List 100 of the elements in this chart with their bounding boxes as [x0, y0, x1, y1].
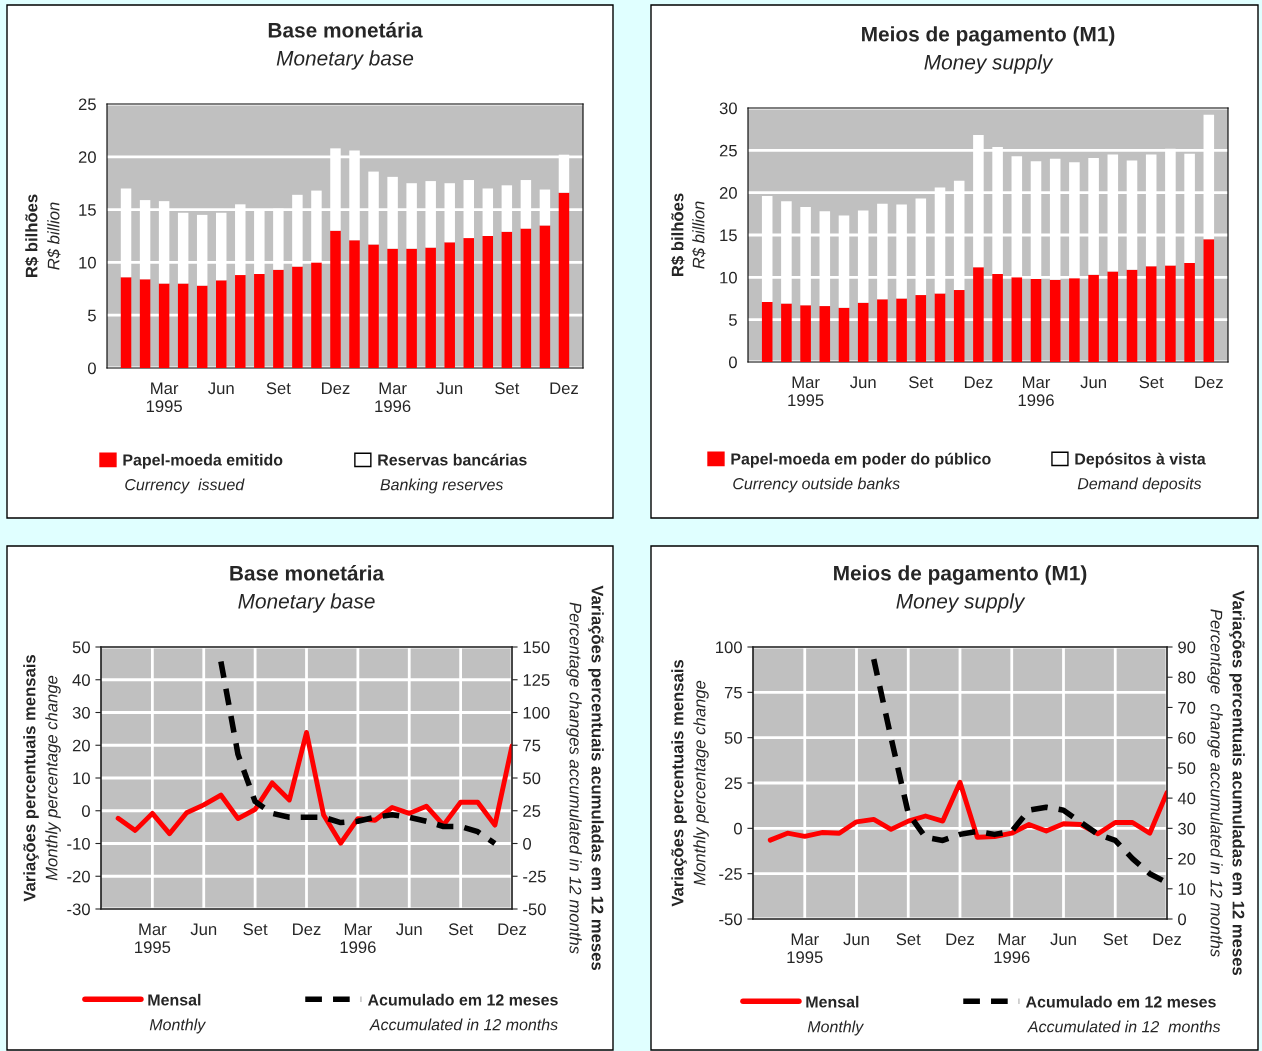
y2-tick-label: 50	[523, 772, 541, 785]
y-tick-label: 20	[78, 151, 96, 163]
y2-tick-label: 0	[523, 837, 532, 850]
x-tick-label: Jun	[843, 933, 869, 946]
chart-subtitle: Monetary base	[276, 50, 414, 70]
chart-title: Meios de pagamento (M1)	[834, 565, 1087, 585]
text: Currency outside banks	[733, 477, 900, 493]
y-tick-label: 75	[724, 686, 742, 699]
x-tick-label: Dez	[1195, 376, 1223, 389]
text: Demand deposits	[1077, 477, 1202, 493]
y-tick-label: 10	[720, 271, 737, 284]
y-tick-label: -10	[67, 837, 90, 850]
y-tick-label: 20	[719, 187, 737, 199]
y-axis-title: R$ bilhões R$ billion	[24, 194, 61, 278]
y-axis-title: R$ bilhões R$ billion	[670, 193, 706, 277]
y2-tick-label: -25	[523, 870, 546, 883]
x-tick-label: Mar 1996	[375, 382, 411, 413]
x-tick-label: Jun	[396, 923, 422, 936]
x-tick-label: Set	[448, 923, 474, 936]
y-axis-title: Variações percentuais mensais Monthly percentage change	[671, 659, 709, 907]
text: Accumulated in 12 months	[1027, 1020, 1221, 1033]
x-tick-label: Dez	[964, 376, 993, 389]
y2-tick-label: 90	[1178, 641, 1196, 654]
x-tick-label: Mar 1995	[788, 376, 824, 407]
y-tick-label: 15	[720, 229, 737, 242]
x-tick-label: Set	[266, 382, 291, 395]
y2-tick-label: 10	[1178, 883, 1196, 895]
chart-subtitle: Money supply	[896, 593, 1026, 613]
y2-tick-label: 25	[523, 805, 541, 817]
y2-tick-label: 100	[523, 706, 550, 719]
x-tick-label: Set	[909, 376, 934, 389]
x-tick-label: Mar 1996	[340, 923, 376, 954]
text: Banking reserves	[380, 478, 504, 494]
text: Monthly	[807, 1020, 865, 1036]
y-tick-label: 25	[724, 777, 742, 790]
legend-label: Mensal	[806, 995, 859, 1008]
legend-label: Mensal	[148, 993, 201, 1006]
x-tick-label: Set	[495, 382, 520, 395]
chart-subtitle: Monetary base	[238, 593, 375, 613]
y2-tick-label: 75	[523, 739, 541, 752]
legend-label: Reservas bancárias	[378, 453, 527, 466]
y2-tick-label: 0	[1178, 913, 1187, 926]
text: Accumulated in 12 months	[369, 1018, 558, 1031]
x-tick-label: Mar 1995	[787, 933, 823, 964]
y2-tick-label: 150	[523, 641, 550, 654]
legend-label: Papel-moeda emitido	[123, 453, 283, 469]
y-tick-label: 50	[724, 732, 742, 744]
y-tick-label: 0	[87, 362, 96, 375]
x-tick-label: Mar 1995	[135, 923, 171, 954]
y2-tick-label: 50	[1178, 762, 1196, 775]
x-tick-label: Set	[1103, 933, 1128, 946]
x-tick-label: Jun	[436, 382, 463, 395]
x-tick-label: Dez	[1153, 933, 1181, 946]
text: Monthly	[149, 1018, 207, 1034]
y-tick-label: 30	[72, 706, 90, 719]
x-tick-label: Set	[1139, 376, 1164, 389]
y-tick-label: 100	[716, 641, 742, 654]
chart-subtitle: Money supply	[924, 54, 1054, 74]
x-tick-label: Mar 1996	[994, 933, 1030, 964]
y-tick-label: 25	[78, 98, 96, 111]
legend-label: Depósitos à vista	[1075, 452, 1206, 468]
y-tick-label: 0	[81, 805, 90, 817]
legend-label: Papel-moeda em poder do público	[731, 452, 991, 468]
y-tick-label: 0	[733, 822, 742, 835]
legend-label: Acumulado em 12 meses	[1025, 995, 1216, 1008]
x-tick-label: Jun	[1050, 933, 1076, 946]
y-tick-label: 5	[728, 314, 737, 326]
x-tick-label: Jun	[850, 376, 876, 389]
y-tick-label: 25	[719, 144, 737, 157]
y2-axis-title: Variações percentuais acumuladas em 12 meses Percentage changes accumulated in 12 months	[566, 585, 604, 971]
y-tick-label: 10	[73, 772, 90, 785]
y-tick-label: 20	[72, 739, 90, 752]
y-tick-label: 50	[72, 641, 90, 654]
y-tick-label: 5	[87, 309, 96, 322]
y-tick-label: 30	[719, 102, 737, 115]
x-tick-label: Mar 1996	[1018, 376, 1054, 407]
y2-tick-label: 70	[1178, 701, 1196, 714]
text: Currency issued	[125, 478, 245, 494]
x-tick-label: Jun	[1080, 376, 1106, 389]
y-axis-title: Variações percentuais mensais Monthly percentage change	[23, 654, 61, 902]
legend-label: Acumulado em 12 meses	[367, 993, 558, 1006]
y2-tick-label: 20	[1178, 852, 1196, 865]
y2-tick-label: 30	[1178, 822, 1196, 835]
chart-title: Base monetária	[268, 22, 423, 38]
y2-tick-label: 40	[1177, 792, 1196, 805]
x-tick-label: Jun	[208, 382, 234, 395]
y-tick-label: 0	[728, 356, 737, 369]
y-tick-label: 10	[79, 256, 96, 269]
x-tick-label: Jun	[190, 923, 217, 936]
y-tick-label: -50	[719, 913, 742, 926]
y-tick-label: -30	[67, 903, 90, 916]
x-tick-label: Dez	[946, 933, 974, 946]
y2-axis-title: Variações percentuais acumuladas em 12 meses Percentage change accumulated in 12 months	[1207, 590, 1245, 976]
y-tick-label: -25	[719, 868, 742, 880]
x-tick-label: Dez	[498, 923, 526, 936]
y-tick-label: 40	[72, 674, 90, 686]
y-tick-label: 15	[79, 204, 96, 216]
y2-tick-label: 60	[1178, 732, 1196, 744]
x-tick-label: Set	[896, 933, 921, 946]
y2-tick-label: -50	[523, 903, 546, 916]
